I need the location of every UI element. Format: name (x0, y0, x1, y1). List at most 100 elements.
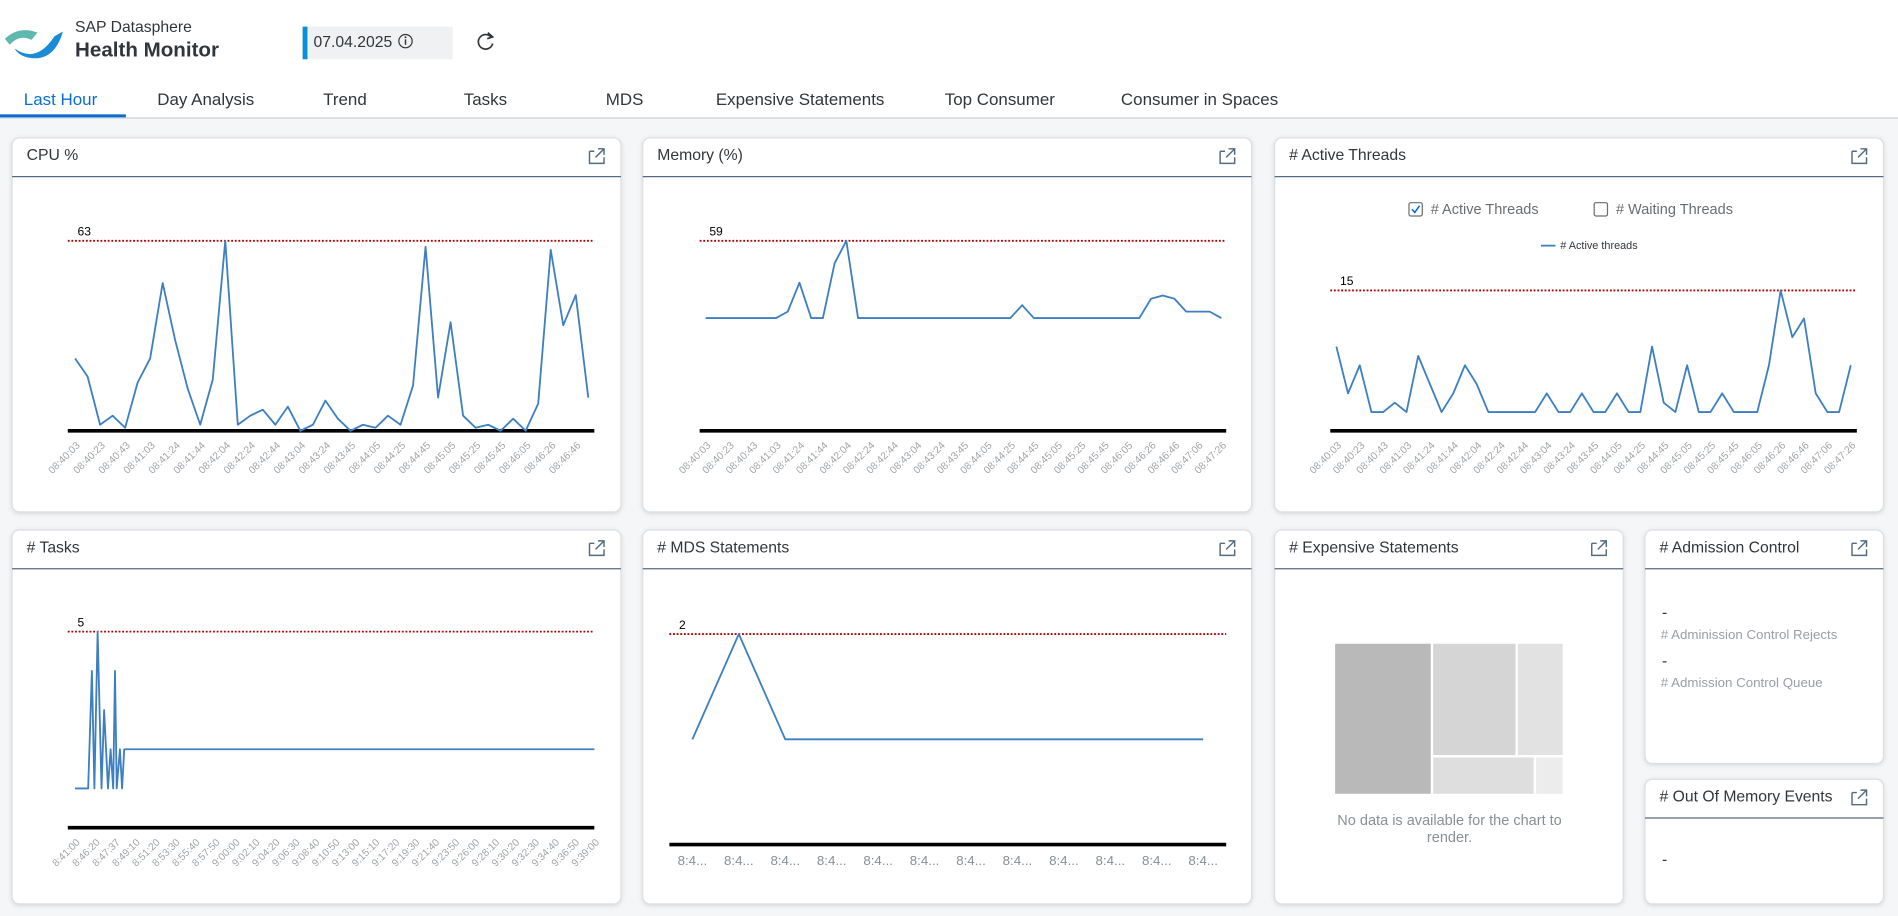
date-input[interactable] (302, 26, 453, 60)
threshold-label: 15 (1340, 274, 1354, 288)
filter-checkbox[interactable]: # Waiting Threads (1593, 202, 1733, 218)
x-tick-label: 8:4... (1142, 853, 1172, 868)
tab[interactable]: Consumer in Spaces (1121, 90, 1278, 109)
kpi-label: # Adminission Control Rejects (1661, 627, 1838, 642)
tab[interactable]: Expensive Statements (716, 90, 885, 109)
filter-label[interactable]: # Active Threads (1431, 202, 1539, 218)
tab[interactable]: Tasks (464, 90, 507, 109)
refresh-icon[interactable] (477, 33, 494, 50)
series-line (74, 239, 590, 432)
tab[interactable]: Trend (323, 90, 367, 109)
export-icon[interactable] (1851, 540, 1868, 557)
kpi-value: - (1662, 851, 1667, 868)
threshold-label: 59 (709, 225, 723, 239)
card-title: # Admission Control (1660, 539, 1800, 556)
logo-blue (14, 31, 63, 59)
card: # Tasks (11, 529, 622, 905)
placeholder-tile (1433, 757, 1534, 794)
filter-checkbox[interactable]: # Active Threads (1408, 202, 1539, 218)
export-icon[interactable] (1219, 540, 1236, 557)
series-line (1335, 289, 1852, 413)
product-name: SAP Datasphere (75, 19, 192, 36)
card: # MDS Statements (642, 529, 1253, 905)
placeholder-tile (1433, 643, 1516, 756)
threshold-label: 5 (77, 615, 84, 629)
checkbox[interactable] (1408, 202, 1423, 217)
filter-label[interactable]: # Waiting Threads (1616, 202, 1733, 218)
card: CPU % (11, 137, 622, 513)
placeholder-tile (1335, 643, 1431, 794)
x-tick-label: 8:4... (910, 853, 940, 868)
placeholder-tile (1536, 757, 1563, 794)
x-tick-label: 8:4... (1188, 853, 1218, 868)
card-background (1274, 137, 1885, 513)
series-line (691, 633, 1204, 741)
kpi-value: - (1662, 605, 1667, 622)
card-title: # MDS Statements (657, 539, 789, 556)
card-background (642, 529, 1253, 905)
card: # Admission Control (1644, 529, 1885, 765)
no-data-message: No data is available for the chart to re… (1337, 811, 1562, 846)
series-line (75, 630, 595, 790)
export-icon[interactable] (588, 148, 605, 165)
x-tick-label: 8:4... (1049, 853, 1079, 868)
x-tick-label: 8:4... (863, 853, 893, 868)
checkmark (1411, 205, 1421, 214)
tab[interactable]: Day Analysis (157, 90, 254, 109)
logo (4, 30, 63, 59)
kpi-value: - (1662, 653, 1667, 670)
card-title: # Tasks (27, 539, 80, 556)
cards: CPU % Memory (%) # Active Threads # Tasks # … (11, 137, 1885, 905)
no-data-box: No data is available for the chart to re… (1337, 811, 1562, 846)
card-background (11, 529, 622, 905)
card-background (642, 137, 1253, 513)
card-title: Memory (%) (657, 147, 743, 164)
logo-teal (4, 30, 38, 45)
tab[interactable]: Top Consumer (945, 90, 1056, 109)
app-title: Health Monitor (75, 38, 219, 61)
card-title: # Active Threads (1289, 147, 1406, 164)
tab-bar: Last Hour Day Analysis Trend Tasks MDS Expens… (0, 90, 1278, 118)
legend-label: # Active threads (1560, 240, 1638, 252)
x-tick-label: 8:4... (724, 853, 754, 868)
checkbox[interactable] (1593, 202, 1609, 217)
x-tick-label: 8:4... (1096, 853, 1126, 868)
card-title: CPU % (27, 147, 79, 164)
card-title: # Out Of Memory Events (1660, 789, 1833, 806)
placeholder-tile (1517, 643, 1563, 756)
card-background (11, 137, 622, 513)
expensive-placeholder: No data is available for the chart to re… (1335, 643, 1563, 846)
card-background (1644, 778, 1885, 905)
card-title: # Expensive Statements (1289, 539, 1459, 556)
tab[interactable]: Last Hour (24, 90, 98, 109)
card-background (1644, 529, 1885, 765)
refresh-arrow (486, 32, 495, 40)
info-icon[interactable] (398, 33, 413, 49)
refresh-button[interactable] (477, 32, 495, 50)
threshold-label: 2 (679, 618, 686, 632)
export-icon[interactable] (1851, 789, 1868, 806)
export-icon[interactable] (1851, 148, 1868, 165)
x-tick-label: 8:4... (817, 853, 847, 868)
date-input-marker (302, 26, 308, 60)
export-icon[interactable] (588, 540, 605, 557)
date-value[interactable]: 07.04.2025 (314, 34, 393, 51)
card: # Out Of Memory Events (1644, 778, 1885, 905)
x-tick-label: 8:4... (770, 853, 800, 868)
export-icon[interactable] (1591, 540, 1608, 557)
export-icon[interactable] (1219, 148, 1236, 165)
info-icon-dot (404, 36, 407, 39)
x-tick-label: 8:4... (1003, 853, 1033, 868)
card: # Active Threads (1274, 137, 1885, 513)
card: Memory (%) (642, 137, 1253, 513)
tab-selected-indicator (0, 114, 126, 118)
kpi-label: # Admission Control Queue (1661, 675, 1823, 690)
x-tick-label: 8:4... (678, 853, 708, 868)
chart: 2 8:4... 8:4... 8:4... 8:4... 8:4... 8:4... 8:4… (669, 618, 1227, 868)
date-picker[interactable]: 07.04.2025 (302, 26, 453, 60)
x-tick-label: 8:4... (956, 853, 986, 868)
threshold-label: 63 (77, 225, 91, 239)
tab[interactable]: MDS (606, 90, 644, 109)
series-line (705, 239, 1222, 319)
